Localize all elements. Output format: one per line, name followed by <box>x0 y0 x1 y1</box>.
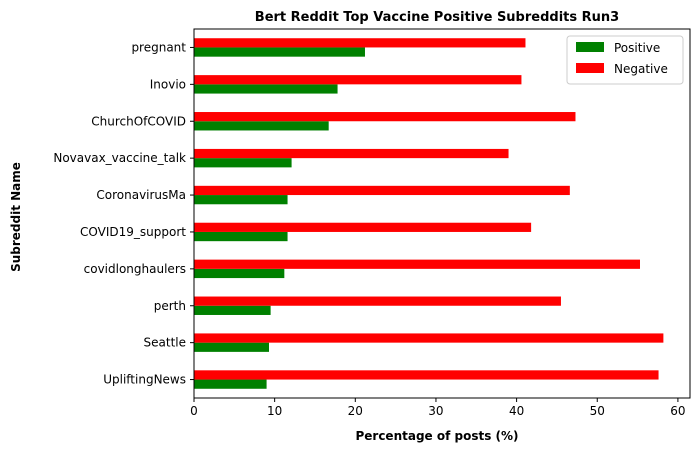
y-tick-label: perth <box>154 299 186 313</box>
x-tick-label: 50 <box>590 404 605 418</box>
y-tick-label: Seattle <box>144 336 186 350</box>
bar-negative-inovio <box>194 75 522 85</box>
bar-negative-perth <box>194 296 561 306</box>
y-tick-label: CoronavirusMa <box>96 188 186 202</box>
bar-positive-seattle <box>194 342 270 352</box>
legend-label-positive: Positive <box>614 41 660 55</box>
y-tick-label: pregnant <box>131 40 186 54</box>
legend-swatch-positive <box>576 42 604 52</box>
legend-swatch-negative <box>576 63 604 73</box>
bar-negative-upliftingnews <box>194 370 659 380</box>
bar-positive-churchofcovid <box>194 121 329 131</box>
bar-negative-coronavirusma <box>194 185 570 196</box>
plot-frame <box>193 28 691 399</box>
bar-positive-upliftingnews <box>194 379 267 389</box>
y-tick-label: covidlonghaulers <box>84 262 186 276</box>
y-tick-label: ChurchOfCOVID <box>91 114 186 128</box>
bar-positive-perth <box>194 305 271 315</box>
bar-negative-covid19_support <box>194 222 532 232</box>
bar-positive-coronavirusma <box>194 195 288 205</box>
y-tick-label: Novavax_vaccine_talk <box>53 151 186 165</box>
bar-negative-novavax_vaccine_talk <box>194 148 509 159</box>
bar-negative-seattle <box>194 333 664 343</box>
bar-positive-novavax_vaccine_talk <box>194 158 292 168</box>
bar-positive-pregnant <box>194 47 365 57</box>
x-tick-label: 40 <box>509 404 524 418</box>
bar-negative-churchofcovid <box>194 112 576 122</box>
x-axis-title: Percentage of posts (%) <box>355 429 518 443</box>
bar-positive-inovio <box>194 84 338 94</box>
y-tick-label: UpliftingNews <box>103 373 186 387</box>
x-tick-label: 60 <box>670 404 685 418</box>
y-axis-title: Subreddit Name <box>9 162 23 272</box>
bar-positive-covidlonghaulers <box>194 268 285 279</box>
y-tick-label: COVID19_support <box>80 225 186 239</box>
x-tick-label: 0 <box>190 404 198 418</box>
legend-label-negative: Negative <box>614 62 668 76</box>
bar-positive-covid19_support <box>194 231 288 242</box>
x-tick-label: 20 <box>348 404 363 418</box>
plot-area: UpliftingNews Seattle perth covidlonghauler… <box>53 28 691 418</box>
bar-negative-covidlonghaulers <box>194 259 640 269</box>
x-tick-label: 10 <box>267 404 282 418</box>
y-tick-label: Inovio <box>150 77 186 91</box>
x-tick-label: 30 <box>428 404 443 418</box>
bar-negative-pregnant <box>194 38 526 48</box>
legend: Positive Negative <box>566 35 684 85</box>
chart-title: Bert Reddit Top Vaccine Positive Subredd… <box>255 10 619 25</box>
